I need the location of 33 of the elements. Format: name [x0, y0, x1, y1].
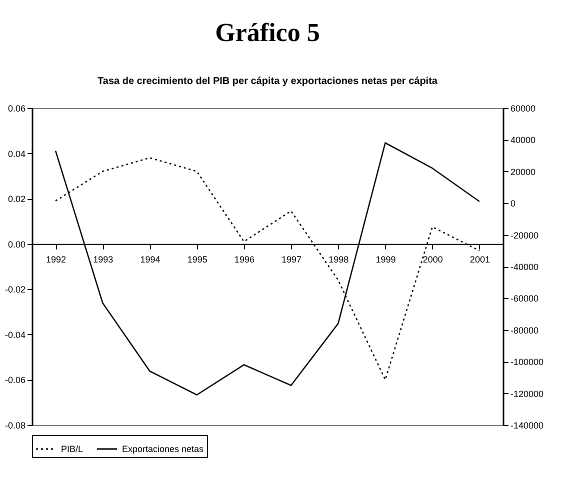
legend-label: Exportaciones netas: [122, 444, 204, 454]
y-tick-label: -0.06: [4, 375, 26, 386]
y-tick-label: 0.02: [8, 194, 26, 204]
chart-subtitle: Tasa de crecimiento del PIB per cápita y exportaciones netas per cápita: [98, 76, 438, 87]
x-tick-label: 1999: [376, 254, 396, 264]
x-tick-label: 2001: [470, 254, 490, 264]
x-tick-label: 1997: [282, 254, 302, 264]
y-tick-label: 0.06: [8, 104, 26, 114]
x-tick-label: 1998: [328, 254, 349, 264]
y2-tick-label: -20000: [510, 230, 539, 240]
y2-tick-label: 0: [510, 198, 516, 209]
y2-tick-label: -140000: [510, 420, 544, 430]
y-tick-label: 0.00: [8, 239, 26, 250]
y2-tick-label: -120000: [510, 388, 544, 399]
y2-tick-label: 40000: [510, 135, 536, 146]
y2-tick-label: -40000: [510, 262, 539, 272]
x-tick-label: 2000: [422, 254, 443, 264]
y-tick-label: -0.04: [4, 330, 26, 340]
y2-tick-label: -100000: [510, 357, 544, 368]
y2-tick-label: 60000: [510, 104, 536, 114]
y2-tick-label: -80000: [510, 325, 539, 336]
legend-label: PIB/L: [61, 444, 84, 454]
x-tick-label: 1994: [140, 254, 160, 264]
x-tick-label: 1993: [93, 254, 114, 264]
y2-tick-label: 20000: [510, 166, 536, 177]
y-tick-label: -0.08: [4, 420, 26, 430]
y-tick-label: 0.04: [8, 148, 26, 159]
chart-title: Gráfico 5: [215, 18, 320, 47]
y-tick-label: -0.02: [4, 284, 26, 295]
y2-tick-label: -60000: [510, 294, 539, 304]
x-tick-label: 1992: [46, 254, 66, 264]
x-tick-label: 1995: [187, 254, 208, 264]
x-tick-label: 1996: [234, 254, 254, 264]
